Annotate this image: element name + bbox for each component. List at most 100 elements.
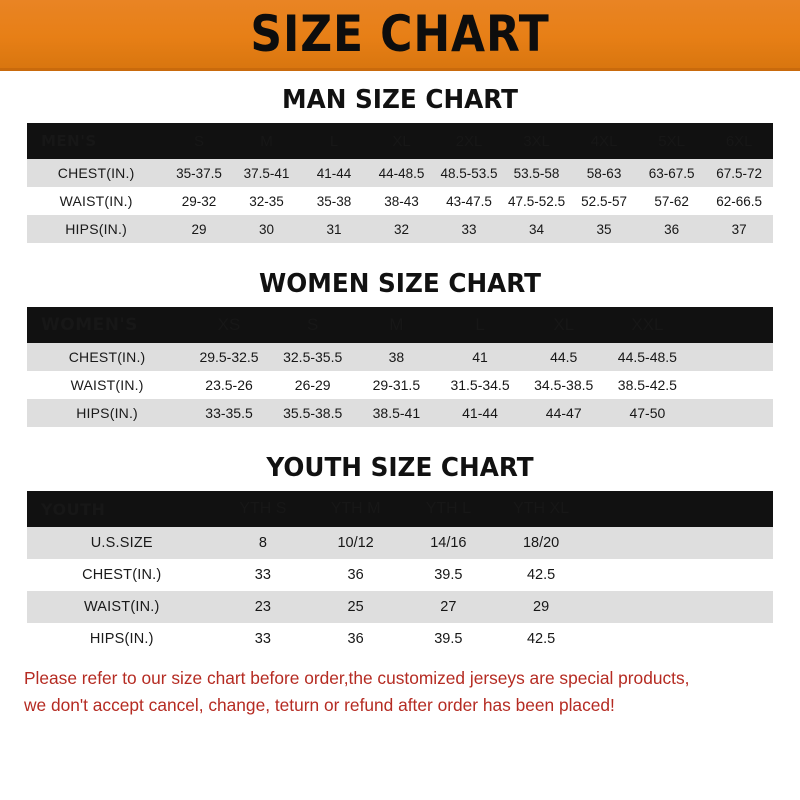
- row-label-youth-3: HIPS(IN.): [89, 631, 154, 647]
- cell-men-0-7: 63-67.5: [648, 165, 695, 181]
- cell-women-2-1: 35.5-38.5: [283, 405, 343, 421]
- table-row: HIPS(IN.) 33-35.5 35.5-38.5 38.5-41 41-44 44-…: [27, 399, 773, 427]
- cell-women-2-5: 47-50: [629, 405, 666, 421]
- cell-men-1-0: 29-32: [181, 193, 217, 209]
- cell-spacer: [587, 559, 680, 591]
- disclaimer-line-1: Please refer to our size chart before or…: [24, 668, 690, 688]
- cell-youth-0-3: 18/20: [522, 535, 560, 551]
- table-row: U.S.SIZE 8 10/12 14/16 18/20: [27, 527, 773, 559]
- column-header-women-4: XL: [553, 315, 575, 334]
- table-header-row: WOMEN'S XS S M L XL XXL: [27, 307, 773, 343]
- cell-spacer: [680, 623, 773, 655]
- column-header-women-0: XS: [217, 315, 241, 334]
- cell-men-1-3: 38-43: [384, 193, 419, 209]
- cell-women-0-5: 44.5-48.5: [617, 349, 677, 365]
- table-row: WAIST(IN.) 23 25 27 29: [27, 591, 773, 623]
- column-header-spacer: [587, 491, 680, 527]
- cell-youth-0-2: 14/16: [430, 535, 467, 551]
- cell-men-2-6: 35: [596, 221, 612, 237]
- table-header-row: YOUTH YTH S YTH M YTH L YTH XL: [27, 491, 773, 527]
- table-row: WAIST(IN.) 29-32 32-35 35-38 38-43 43-47.5 47.…: [27, 187, 773, 215]
- cell-men-0-1: 37.5-41: [243, 165, 290, 181]
- row-label-women-0: CHEST(IN.): [68, 349, 146, 365]
- cell-youth-0-0: 8: [258, 535, 267, 551]
- table-header-row: MEN'S S M L XL 2XL 3XL 4XL 5XL 6XL: [27, 123, 773, 159]
- column-header-men-0: S: [193, 132, 204, 150]
- cell-men-2-7: 36: [664, 221, 680, 237]
- cell-women-2-2: 38.5-41: [372, 405, 421, 421]
- cell-spacer: [680, 559, 773, 591]
- row-label-women-2: HIPS(IN.): [76, 405, 138, 421]
- cell-men-0-2: 41-44: [316, 165, 352, 181]
- cell-men-2-2: 31: [326, 221, 342, 237]
- column-header-women-5: XXL: [631, 315, 664, 334]
- men-table-body: CHEST(IN.) 35-37.5 37.5-41 41-44 44-48.5 48.5…: [27, 159, 773, 243]
- cell-men-0-4: 48.5-53.5: [440, 165, 498, 181]
- cell-spacer: [587, 591, 680, 623]
- table-row: CHEST(IN.) 33 36 39.5 42.5: [27, 559, 773, 591]
- cell-youth-2-0: 23: [254, 599, 271, 615]
- column-header-women-1: S: [307, 315, 319, 334]
- cell-youth-2-2: 27: [440, 599, 457, 615]
- cell-women-0-3: 41: [472, 349, 488, 365]
- cell-men-2-4: 33: [461, 221, 477, 237]
- cell-youth-1-3: 42.5: [526, 567, 556, 583]
- size-chart-banner: SIZE CHART: [0, 0, 800, 71]
- cell-spacer: [689, 343, 773, 371]
- cell-youth-2-1: 25: [347, 599, 364, 615]
- table-corner-label-women: WOMEN'S: [41, 315, 138, 335]
- cell-youth-2-3: 29: [533, 599, 550, 615]
- cell-youth-0-1: 10/12: [337, 535, 374, 551]
- page-title: SIZE CHART: [250, 5, 550, 63]
- cell-spacer: [680, 591, 773, 623]
- cell-spacer: [587, 527, 680, 559]
- column-header-spacer: [689, 307, 773, 343]
- table-row: CHEST(IN.) 35-37.5 37.5-41 41-44 44-48.5 48.5…: [27, 159, 773, 187]
- cell-women-1-4: 34.5-38.5: [534, 377, 594, 393]
- table-row: HIPS(IN.) 33 36 39.5 42.5: [27, 623, 773, 655]
- table-row: WAIST(IN.) 23.5-26 26-29 29-31.5 31.5-34.5 34…: [27, 371, 773, 399]
- disclaimer: Please refer to our size chart before or…: [0, 655, 800, 719]
- cell-youth-1-2: 39.5: [434, 567, 463, 583]
- men-size-table: MEN'S S M L XL 2XL 3XL 4XL 5XL 6XL CHEST(IN.) 35-3…: [27, 123, 773, 243]
- cell-men-2-8: 37: [731, 221, 747, 237]
- cell-men-0-6: 58-63: [586, 165, 622, 181]
- cell-youth-3-0: 33: [254, 631, 271, 647]
- column-header-men-2: L: [329, 132, 339, 150]
- youth-table-body: U.S.SIZE 8 10/12 14/16 18/20 CHEST(IN.) 33 36 39…: [27, 527, 773, 655]
- cell-youth-3-1: 36: [347, 631, 364, 647]
- women-table-body: CHEST(IN.) 29.5-32.5 32.5-35.5 38 41 44.5 44.5…: [27, 343, 773, 427]
- cell-women-1-2: 29-31.5: [372, 377, 421, 393]
- section-men: MAN SIZE CHART MEN'S S M L XL 2XL 3XL 4XL 5XL 6XL…: [0, 85, 800, 243]
- column-header-youth-2: YTH L: [425, 500, 472, 517]
- cell-men-1-6: 52.5-57: [581, 193, 627, 209]
- youth-size-table: YOUTH YTH S YTH M YTH L YTH XL U.S.SIZE 8 10/1…: [27, 491, 773, 655]
- cell-women-1-5: 38.5-42.5: [617, 377, 677, 393]
- section-title-youth: YOUTH SIZE CHART: [266, 453, 534, 483]
- column-header-youth-0: YTH S: [239, 500, 287, 517]
- cell-women-0-1: 32.5-35.5: [283, 349, 343, 365]
- men-table-head: MEN'S S M L XL 2XL 3XL 4XL 5XL 6XL: [27, 123, 773, 159]
- cell-women-1-3: 31.5-34.5: [450, 377, 510, 393]
- cell-women-2-4: 44-47: [545, 405, 582, 421]
- column-header-men-4: 2XL: [455, 132, 483, 150]
- disclaimer-line-2: we don't accept cancel, change, teturn o…: [24, 695, 615, 715]
- row-label-men-0: CHEST(IN.): [57, 165, 135, 181]
- row-label-men-1: WAIST(IN.): [59, 193, 133, 209]
- column-header-men-6: 4XL: [590, 132, 618, 150]
- cell-men-0-8: 67.5-72: [716, 165, 763, 181]
- section-title-men: MAN SIZE CHART: [281, 85, 518, 115]
- cell-men-1-1: 32-35: [249, 193, 284, 209]
- section-youth: YOUTH SIZE CHART YOUTH YTH S YTH M YTH L YTH…: [0, 453, 800, 655]
- cell-men-1-5: 47.5-52.5: [508, 193, 566, 209]
- section-title-women: WOMEN SIZE CHART: [258, 269, 542, 299]
- column-header-men-8: 6XL: [725, 132, 753, 150]
- row-label-youth-2: WAIST(IN.): [83, 599, 160, 615]
- youth-table-head: YOUTH YTH S YTH M YTH L YTH XL: [27, 491, 773, 527]
- cell-youth-1-0: 33: [254, 567, 271, 583]
- cell-men-0-3: 44-48.5: [378, 165, 425, 181]
- women-size-table: WOMEN'S XS S M L XL XXL CHEST(IN.) 29.5-32.5 32.…: [27, 307, 773, 427]
- cell-women-2-3: 41-44: [462, 405, 498, 421]
- table-row: CHEST(IN.) 29.5-32.5 32.5-35.5 38 41 44.5 44.5…: [27, 343, 773, 371]
- cell-women-1-0: 23.5-26: [205, 377, 253, 393]
